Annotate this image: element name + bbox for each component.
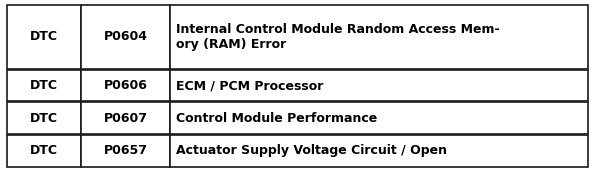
Text: DTC: DTC (30, 79, 58, 92)
Text: P0604: P0604 (104, 30, 148, 44)
Text: ECM / PCM Processor: ECM / PCM Processor (176, 79, 323, 92)
Bar (170, 135, 588, 167)
Text: DTC: DTC (30, 30, 58, 44)
Bar (82, 102, 170, 134)
Bar (7, 102, 82, 134)
Text: P0607: P0607 (104, 112, 148, 125)
Bar (82, 70, 170, 101)
Text: DTC: DTC (30, 112, 58, 125)
Text: P0657: P0657 (104, 144, 148, 157)
Bar (82, 5, 170, 69)
Bar (170, 102, 588, 134)
Bar (170, 70, 588, 101)
Bar (7, 5, 82, 69)
Bar (7, 70, 82, 101)
Text: Internal Control Module Random Access Mem-
ory (RAM) Error: Internal Control Module Random Access Me… (176, 23, 499, 51)
Text: P0606: P0606 (104, 79, 148, 92)
Bar (7, 135, 82, 167)
Bar (170, 5, 588, 69)
Text: Control Module Performance: Control Module Performance (176, 112, 377, 125)
Text: DTC: DTC (30, 144, 58, 157)
Text: Actuator Supply Voltage Circuit / Open: Actuator Supply Voltage Circuit / Open (176, 144, 447, 157)
Bar (82, 135, 170, 167)
